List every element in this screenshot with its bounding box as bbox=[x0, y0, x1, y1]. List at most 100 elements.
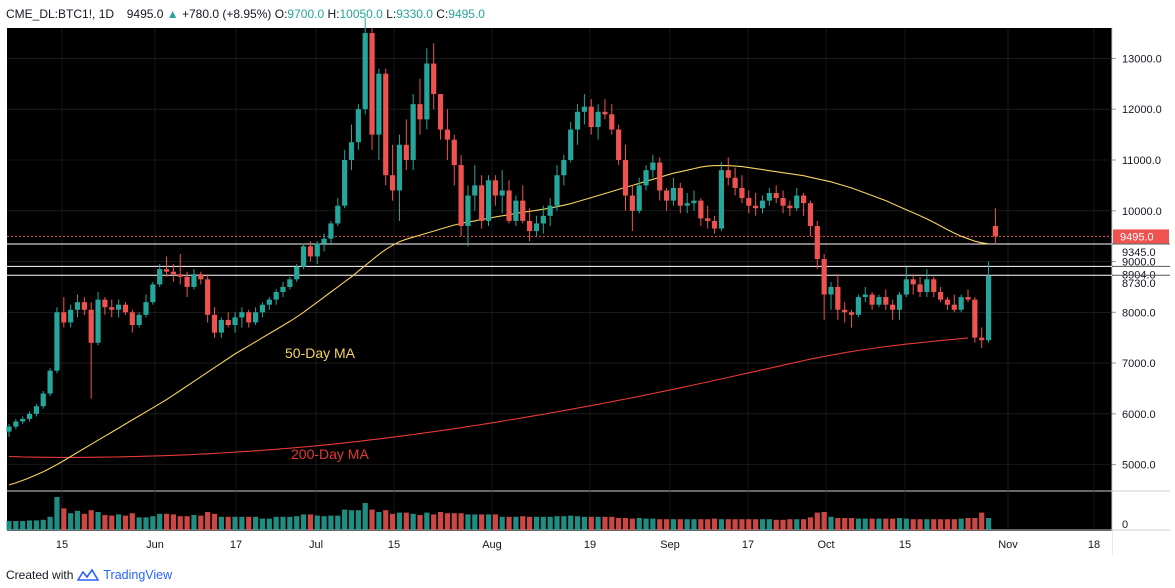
volume-tick-label: 0 bbox=[1122, 519, 1128, 531]
time-tick-label: 15 bbox=[388, 539, 400, 551]
candle-body bbox=[205, 279, 211, 315]
candle-body bbox=[431, 63, 437, 94]
candle-body bbox=[54, 312, 60, 371]
candle-body bbox=[794, 195, 800, 209]
volume-bar bbox=[396, 512, 403, 530]
candle-body bbox=[753, 205, 759, 209]
candle-body bbox=[102, 299, 108, 308]
volume-bar bbox=[225, 516, 231, 530]
volume-bar bbox=[588, 516, 594, 530]
symbol-name[interactable]: CME_DL:BTC1!, 1D bbox=[6, 7, 115, 21]
candle-body bbox=[869, 294, 875, 305]
candle-body bbox=[938, 292, 944, 300]
candle-body bbox=[225, 319, 231, 325]
candle-body bbox=[458, 165, 464, 226]
volume-bar bbox=[520, 516, 526, 530]
candle-body bbox=[191, 274, 197, 287]
candle-body bbox=[342, 160, 348, 206]
candle-body bbox=[157, 269, 163, 285]
volume-bar bbox=[506, 516, 512, 530]
candle-body bbox=[122, 304, 129, 313]
candle-body bbox=[520, 200, 526, 221]
volume-bar bbox=[698, 519, 704, 530]
price-axis bbox=[1112, 28, 1170, 555]
candle-body bbox=[513, 200, 519, 221]
candle-body bbox=[81, 302, 87, 310]
volume-bar bbox=[595, 516, 601, 530]
volume-bar bbox=[581, 516, 587, 530]
candle-body bbox=[314, 243, 320, 257]
volume-bar bbox=[938, 519, 944, 530]
volume-bar bbox=[40, 519, 46, 530]
candle-body bbox=[848, 312, 855, 315]
candle-body bbox=[362, 33, 368, 110]
candle-body bbox=[746, 198, 752, 206]
volume-bar bbox=[492, 514, 498, 530]
volume-bar bbox=[931, 519, 937, 530]
volume-bar bbox=[773, 519, 779, 530]
candle-body bbox=[835, 286, 841, 310]
candle-body bbox=[609, 114, 615, 130]
volume-bar bbox=[157, 513, 163, 530]
candle-body bbox=[369, 33, 375, 135]
candle-body bbox=[561, 160, 567, 176]
price-tick-label: 13000.0 bbox=[1122, 53, 1162, 65]
volume-bar bbox=[122, 515, 129, 530]
volume-bar bbox=[568, 515, 574, 530]
volume-bar bbox=[890, 518, 896, 530]
candle-body bbox=[616, 129, 622, 160]
tradingview-link[interactable]: TradingView bbox=[103, 568, 173, 582]
candle-body bbox=[129, 312, 135, 325]
time-tick-label: Oct bbox=[817, 539, 834, 551]
candle-body bbox=[992, 226, 998, 237]
candle-body bbox=[383, 73, 389, 176]
volume-bar bbox=[746, 519, 752, 530]
candle-body bbox=[862, 294, 868, 298]
price-tick-label: 6000.0 bbox=[1122, 409, 1156, 421]
chart-pane bbox=[7, 28, 1112, 555]
time-tick-label: 18 bbox=[1088, 539, 1100, 551]
volume-bar bbox=[951, 519, 957, 530]
volume-bar bbox=[136, 517, 142, 530]
candle-body bbox=[198, 274, 204, 280]
price-tick-label: 8000.0 bbox=[1122, 307, 1156, 319]
volume-bar bbox=[869, 518, 875, 530]
candle-body bbox=[506, 190, 512, 221]
volume-bar bbox=[787, 519, 793, 530]
volume-bar bbox=[287, 516, 293, 530]
volume-bar bbox=[369, 509, 375, 530]
time-tick-label: 17 bbox=[230, 539, 242, 551]
tradingview-logo-icon bbox=[77, 568, 100, 581]
volume-bar bbox=[479, 514, 485, 530]
candle-body bbox=[951, 304, 957, 310]
volume-bar bbox=[527, 516, 533, 530]
volume-bar bbox=[33, 520, 39, 530]
candle-body bbox=[170, 271, 176, 275]
volume-bar bbox=[294, 516, 300, 530]
candle-body bbox=[677, 187, 683, 206]
volume-bar bbox=[718, 519, 724, 530]
candle-body bbox=[116, 304, 122, 310]
candle-body bbox=[842, 309, 848, 313]
volume-bar bbox=[13, 521, 19, 530]
up-arrow-icon: ▲ bbox=[166, 7, 179, 21]
price-chart[interactable]: 5000.0 6000.0 7000.0 8000.0 9000.0 10000.0 110… bbox=[0, 0, 1175, 560]
volume-bar bbox=[403, 512, 409, 530]
candle-body bbox=[766, 193, 772, 201]
volume-bar bbox=[766, 519, 772, 530]
volume-bar bbox=[622, 518, 629, 530]
volume-bar bbox=[465, 514, 471, 530]
price-tick-label: 7000.0 bbox=[1122, 358, 1156, 370]
volume-bar bbox=[417, 515, 423, 530]
candle-body bbox=[739, 187, 745, 199]
candle-body bbox=[451, 139, 457, 166]
candle-body bbox=[705, 218, 711, 221]
volume-bar bbox=[883, 518, 889, 530]
candle-body bbox=[177, 274, 183, 277]
volume-bar bbox=[670, 519, 677, 530]
volume-bar bbox=[458, 513, 464, 530]
candle-body bbox=[465, 195, 471, 226]
candle-body bbox=[143, 302, 149, 315]
candle-body bbox=[444, 129, 450, 140]
candle-body bbox=[390, 175, 396, 191]
